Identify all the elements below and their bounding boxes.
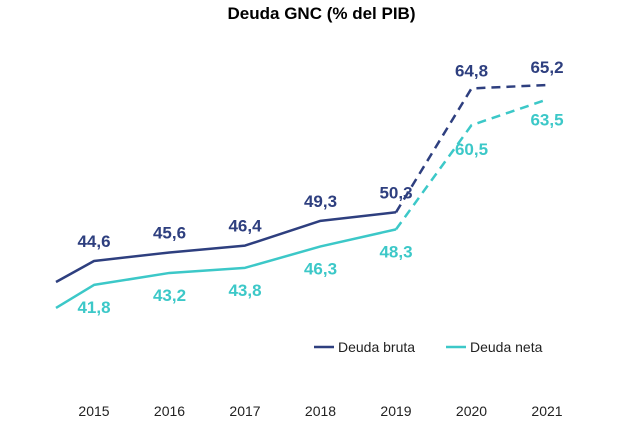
data-label: 60,5 — [455, 140, 488, 159]
data-label: 64,8 — [455, 61, 488, 80]
data-label: 43,2 — [153, 286, 186, 305]
data-label: 48,3 — [379, 242, 412, 261]
series-line-deuda-bruta — [55, 211, 397, 284]
x-tick-label: 2018 — [305, 403, 336, 419]
x-tick-label: 2015 — [78, 403, 109, 419]
data-label: 49,3 — [304, 192, 337, 211]
x-tick-label: 2016 — [154, 403, 185, 419]
data-label: 44,6 — [77, 232, 110, 251]
data-label: 46,4 — [228, 217, 262, 236]
data-label: 41,8 — [77, 298, 110, 317]
data-label: 50,3 — [379, 183, 412, 202]
legend-label: Deuda neta — [470, 339, 543, 355]
legend-label: Deuda bruta — [338, 339, 415, 355]
data-label: 43,8 — [228, 281, 261, 300]
x-tick-label: 2021 — [531, 403, 562, 419]
data-label: 65,2 — [530, 58, 563, 77]
data-label: 45,6 — [153, 223, 186, 242]
series-projection-line-deuda-bruta — [394, 83, 548, 213]
chart-title: Deuda GNC (% del PIB) — [227, 4, 416, 23]
x-tick-label: 2019 — [380, 403, 411, 419]
data-label: 63,5 — [530, 111, 563, 130]
series-line-deuda-neta — [55, 228, 397, 309]
data-label: 46,3 — [304, 259, 337, 278]
x-tick-label: 2020 — [456, 403, 487, 419]
x-tick-label: 2017 — [229, 403, 260, 419]
series-projection-line-deuda-neta — [394, 98, 548, 231]
